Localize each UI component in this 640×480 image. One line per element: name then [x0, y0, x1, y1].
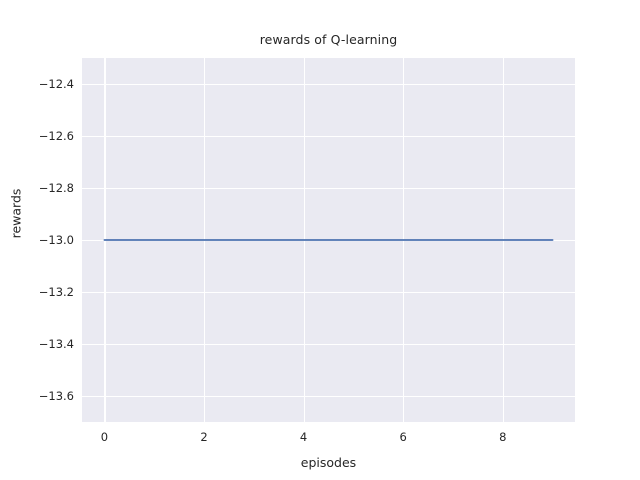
gridline-horizontal: [82, 188, 575, 190]
y-tick-label: −12.6: [38, 129, 74, 143]
y-axis-label: rewards: [8, 188, 24, 239]
gridline-horizontal: [82, 396, 575, 398]
x-axis-label: episodes: [300, 455, 357, 470]
series-layer: [103, 239, 554, 241]
y-tick-label: −12.8: [38, 181, 74, 195]
gridline-horizontal: [82, 292, 575, 294]
y-tick-label: −13.6: [38, 389, 74, 403]
y-tick-label: −13.4: [38, 337, 74, 351]
y-tick-label: −13.0: [38, 233, 74, 247]
x-tick-label: 0: [100, 430, 109, 444]
x-tick-label: 8: [499, 430, 507, 444]
y-tick-label: −12.4: [38, 77, 74, 91]
gridline-horizontal: [82, 136, 575, 138]
y-tick-label: −13.2: [38, 285, 74, 299]
x-axis-ticks: 0 2 4 6 8: [82, 430, 575, 448]
chart-title: rewards of Q-learning: [259, 32, 398, 47]
x-tick-label: 2: [200, 430, 208, 444]
x-tick-label: 6: [399, 430, 407, 444]
gridline-horizontal: [82, 344, 575, 346]
gridline-horizontal: [82, 84, 575, 86]
y-axis-ticks: −12.4 −12.6 −12.8 −13.0 −13.2 −13.4 −13.6: [8, 58, 74, 422]
x-tick-label: 4: [299, 430, 308, 444]
plot-area: [82, 58, 575, 422]
